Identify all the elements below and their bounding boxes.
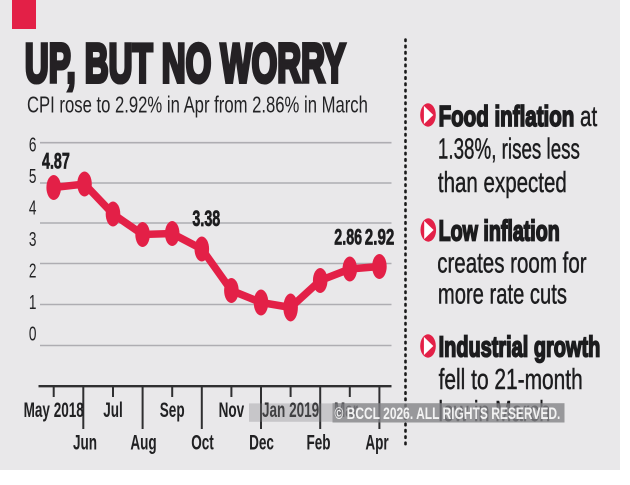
svg-text:fell to 21-month: fell to 21-month xyxy=(439,364,583,396)
svg-text:1.38%, rises less: 1.38%, rises less xyxy=(438,134,580,166)
svg-text:Nov: Nov xyxy=(219,398,245,422)
svg-text:Jun: Jun xyxy=(73,430,97,454)
svg-text:Food inflation at: Food inflation at xyxy=(439,102,598,133)
svg-text:Industrial growth: Industrial growth xyxy=(439,332,601,363)
svg-text:CPI rose to 2.92% in Apr from: CPI rose to 2.92% in Apr from 2.86% in M… xyxy=(27,93,368,118)
svg-text:2.86: 2.86 xyxy=(334,224,362,249)
svg-text:3: 3 xyxy=(29,229,37,251)
svg-text:May 2018: May 2018 xyxy=(24,398,84,422)
svg-text:than expected: than expected xyxy=(438,168,567,199)
svg-text:Feb: Feb xyxy=(306,430,330,454)
svg-text:Sep: Sep xyxy=(160,398,185,422)
svg-text:Apr: Apr xyxy=(365,430,388,454)
svg-text:4: 4 xyxy=(29,197,37,219)
svg-text:1: 1 xyxy=(29,292,37,314)
svg-text:UP, BUT NO WORRY: UP, BUT NO WORRY xyxy=(25,32,346,94)
svg-text:© BCCL 2026. ALL RIGHTS RESERV: © BCCL 2026. ALL RIGHTS RESERVED. xyxy=(335,405,561,423)
svg-text:Low inflation: Low inflation xyxy=(439,216,560,247)
svg-text:4.87: 4.87 xyxy=(42,148,70,173)
svg-text:Jul: Jul xyxy=(103,398,123,422)
svg-text:Aug: Aug xyxy=(130,430,156,454)
svg-text:Jan 2019: Jan 2019 xyxy=(262,398,319,422)
svg-text:Dec: Dec xyxy=(249,430,274,454)
svg-text:2: 2 xyxy=(29,260,37,282)
svg-text:0: 0 xyxy=(29,323,37,345)
svg-text:2.92: 2.92 xyxy=(365,226,395,250)
svg-text:3.38: 3.38 xyxy=(192,206,220,231)
svg-text:more rate cuts: more rate cuts xyxy=(438,279,567,310)
svg-text:creates room for: creates room for xyxy=(437,248,586,279)
svg-text:Oct: Oct xyxy=(191,430,214,454)
svg-text:5: 5 xyxy=(29,166,37,188)
svg-text:6: 6 xyxy=(29,134,37,156)
